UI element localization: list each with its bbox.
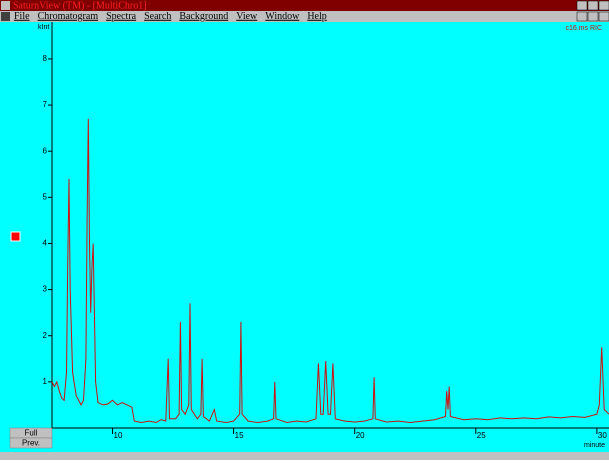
marker (10, 231, 21, 242)
prev-button[interactable] (9, 437, 53, 449)
app-icon (1, 1, 10, 10)
legend-label: c16.ms RIC (565, 25, 602, 32)
menu-item[interactable]: Chromatogram (38, 11, 99, 22)
title-bar (0, 0, 609, 11)
menu-item[interactable]: Spectra (106, 11, 137, 22)
y-tick-label: 3 (43, 285, 48, 294)
menu-item[interactable]: Window (265, 11, 300, 22)
x-tick-label: 25 (477, 431, 486, 440)
minimize-button[interactable] (576, 0, 588, 11)
child-close[interactable] (598, 11, 609, 22)
y-tick-label: 6 (43, 146, 48, 155)
child-minimize[interactable] (576, 11, 588, 22)
trace (51, 118, 609, 424)
close-button[interactable] (598, 0, 609, 11)
y-tick-label: 7 (43, 100, 48, 109)
x-tick-label: 15 (235, 431, 244, 440)
doc-icon (1, 12, 10, 21)
x-tick-label: 20 (356, 431, 365, 440)
menu-items: File Chromatogram Spectra Search Background V… (14, 11, 327, 22)
child-restore[interactable] (587, 11, 599, 22)
maximize-button[interactable] (587, 0, 599, 11)
y-tick-label: 1 (43, 377, 48, 386)
scrollbar[interactable] (0, 452, 609, 460)
menu-item[interactable]: View (236, 11, 258, 22)
window-title: SaturnView (TM) - [MultiChro1] (13, 0, 147, 11)
x-axis-label: minute (584, 442, 605, 449)
y-tick-label: 5 (43, 192, 48, 201)
menu-item[interactable]: Help (307, 11, 326, 22)
y-tick-label: 8 (43, 54, 48, 63)
prev-button-label[interactable]: Prev. (22, 439, 40, 448)
y-tick-label: 2 (43, 331, 48, 340)
y-axis-label: kInt (38, 24, 49, 31)
plot: kInt minute 1 2 3 4 5 6 7 8 10 15 20 25 30 c16.ms RIC (38, 22, 609, 449)
menu-bar (0, 11, 609, 22)
menu-item[interactable]: File (14, 11, 30, 22)
x-tick-label: 10 (114, 431, 123, 440)
full-button-label[interactable]: Full (25, 429, 38, 438)
menu-item[interactable]: Background (179, 11, 228, 22)
x-tick-label: 30 (598, 431, 607, 440)
menu-item[interactable]: Search (144, 11, 171, 22)
y-tick-label: 4 (43, 239, 48, 248)
